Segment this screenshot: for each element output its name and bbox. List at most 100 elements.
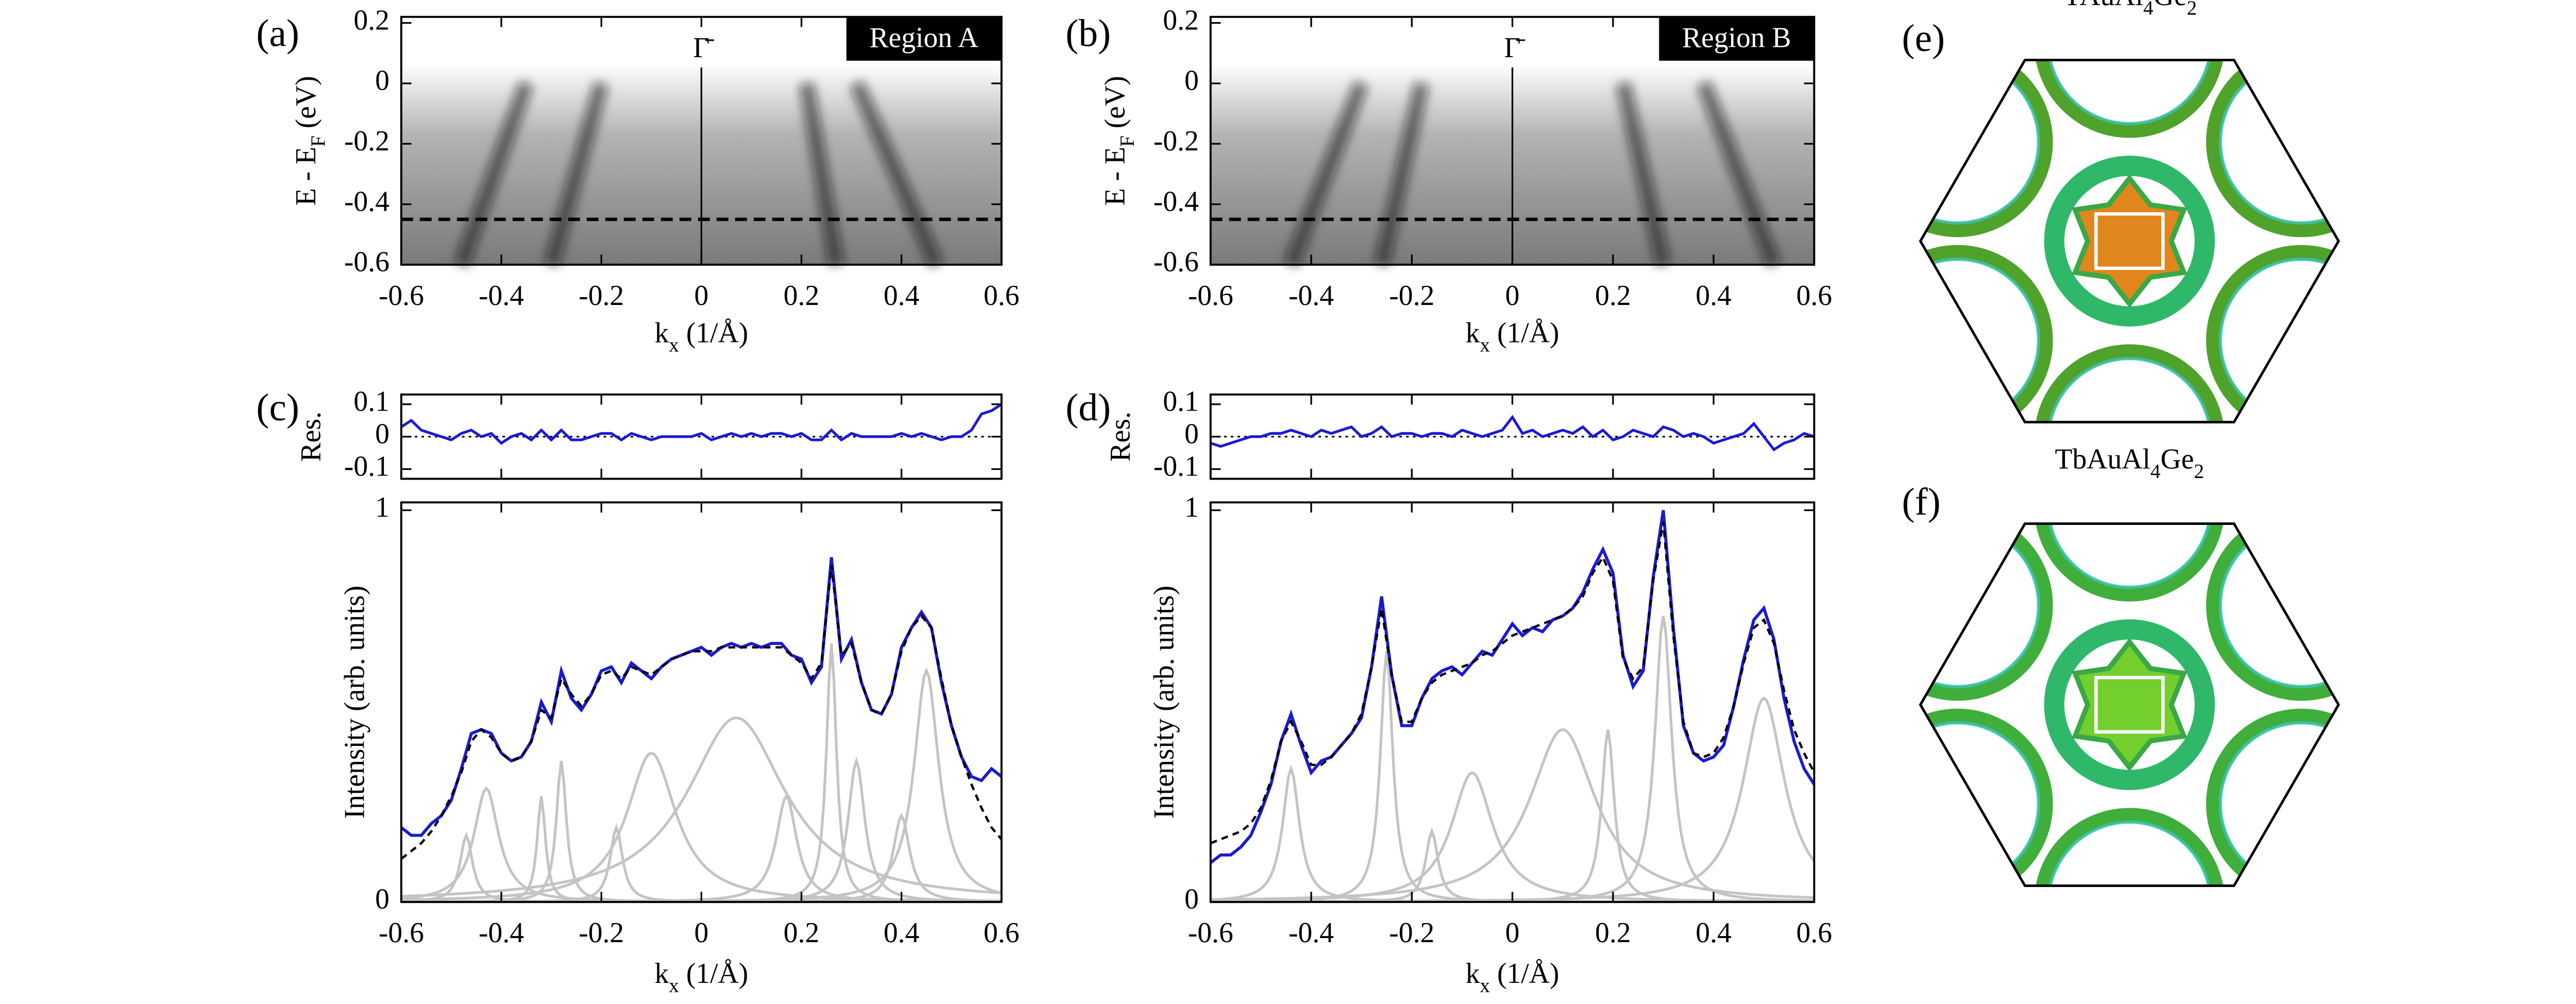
x-axis-label-part: (1/Å) — [679, 958, 748, 990]
x-axis-label-part: k — [654, 317, 669, 349]
arc-edge — [2218, 721, 2339, 886]
x-tick-label: 0.4 — [1696, 917, 1732, 949]
x-axis-label-part: x — [669, 334, 679, 356]
y-tick-label: 0 — [1184, 883, 1199, 915]
y-tick-label: 0 — [1184, 418, 1199, 450]
core — [2072, 638, 2188, 772]
y-axis-label: Intensity (arb. units) — [339, 586, 371, 819]
arc-sheet — [2034, 344, 2225, 422]
y-tick-label: 1 — [375, 491, 389, 523]
band — [454, 80, 534, 267]
y-tick-label: 0.1 — [1163, 385, 1199, 417]
ring — [2044, 619, 2215, 790]
structure-title-part: 2 — [2187, 0, 2197, 19]
y-tick-label: 0.1 — [353, 385, 389, 417]
panel-label: (c) — [256, 386, 299, 429]
arc-sheet — [2034, 808, 2225, 886]
x-axis-label: kx (1/Å) — [654, 317, 748, 356]
y-tick-label: -0.2 — [344, 125, 389, 157]
band — [1284, 80, 1369, 268]
band — [544, 81, 609, 267]
core — [2072, 174, 2188, 308]
x-axis-label-part: k — [1466, 958, 1480, 990]
panel-label: (e) — [1902, 17, 1945, 60]
fermi-surface — [1920, 523, 2339, 886]
x-tick-label: 0.2 — [784, 917, 820, 949]
structure-title: TbAuAl4Ge2 — [2055, 443, 2205, 482]
x-tick-label: 0.4 — [1696, 280, 1732, 312]
band — [799, 82, 844, 266]
arc-edge — [1920, 258, 2041, 422]
hexagon — [1919, 522, 2340, 887]
region-label: Region A — [870, 22, 979, 54]
x-tick-label: 0.6 — [1797, 917, 1833, 949]
arc-edge — [2218, 523, 2339, 688]
fit-line — [1210, 521, 1816, 844]
y-tick-label: -0.2 — [1154, 125, 1199, 157]
arc-edge — [2046, 523, 2212, 589]
residual-line — [1210, 415, 1815, 452]
peak-component — [401, 796, 1002, 904]
y-axis-label-part: E - E — [290, 147, 322, 206]
y-axis-label-part: F — [1116, 135, 1138, 147]
arc-sheet — [1920, 60, 2053, 237]
y-axis-label-part: (eV) — [1099, 76, 1131, 135]
x-tick-label: -0.2 — [1389, 917, 1434, 949]
ring — [2044, 156, 2215, 327]
x-tick-label: 0 — [694, 280, 708, 312]
residual-label: Res. — [1104, 412, 1136, 462]
y-tick-label: 1 — [1184, 491, 1199, 523]
peak-component — [1210, 728, 1815, 901]
residual-line — [400, 403, 1003, 445]
x-axis-label-part: x — [669, 974, 679, 996]
y-tick-label: 0 — [375, 418, 389, 450]
structure-title: YAuAl4Ge2 — [2062, 0, 2197, 19]
y-tick-label: -0.1 — [1154, 450, 1199, 482]
arc-edge — [1920, 721, 2041, 886]
x-tick-label: 0.6 — [1797, 280, 1833, 312]
region-label: Region B — [1682, 22, 1791, 54]
core-window — [2094, 675, 2165, 734]
x-axis-label-part: k — [1466, 317, 1480, 349]
x-axis-label: kx (1/Å) — [654, 958, 748, 997]
y-tick-label: 0.2 — [353, 4, 389, 36]
peak-component — [401, 812, 1002, 904]
x-tick-label: -0.2 — [579, 917, 624, 949]
y-axis-label-part: (eV) — [290, 76, 322, 135]
x-axis-label-part: k — [654, 958, 669, 990]
structure-title-part: TbAuAl — [2055, 443, 2150, 475]
y-axis-label: Intensity (arb. units) — [1148, 586, 1180, 819]
band — [1696, 80, 1781, 268]
y-axis-label: E - EF (eV) — [290, 76, 329, 206]
x-tick-label: -0.4 — [1289, 917, 1334, 949]
structure-title-part: 2 — [2194, 460, 2204, 482]
peak-component — [401, 786, 1002, 904]
arc-sheet — [1920, 708, 2053, 886]
band — [1374, 81, 1430, 267]
arc-edge — [2218, 60, 2339, 225]
peak-component — [1210, 616, 1815, 904]
data-line — [1209, 510, 1816, 864]
peak-component — [1210, 696, 1816, 903]
peak-component — [401, 793, 1002, 904]
x-tick-label: -0.4 — [479, 280, 524, 312]
structure-title-part: YAuAl — [2062, 0, 2143, 12]
x-axis-label: kx (1/Å) — [1466, 317, 1560, 356]
structure-title-part: 4 — [2150, 460, 2161, 482]
structure-title-part: Ge — [2161, 443, 2194, 475]
y-axis-label-part: E - E — [1099, 147, 1131, 206]
region-box — [846, 16, 1002, 61]
hexagon — [1919, 59, 2340, 423]
arc-edge — [1920, 60, 2041, 225]
panel-label: (a) — [256, 12, 299, 55]
x-tick-label: 0 — [1505, 280, 1520, 312]
peak-component — [1210, 729, 1815, 904]
band — [1615, 81, 1671, 267]
x-axis-label-part: (1/Å) — [1490, 958, 1559, 990]
fit-line — [400, 565, 1003, 860]
y-tick-label: -0.1 — [344, 450, 389, 482]
arc-edge — [2046, 60, 2212, 126]
x-tick-label: 0 — [694, 917, 708, 949]
x-tick-label: -0.6 — [1188, 917, 1233, 949]
arc-edge — [1920, 523, 2041, 688]
